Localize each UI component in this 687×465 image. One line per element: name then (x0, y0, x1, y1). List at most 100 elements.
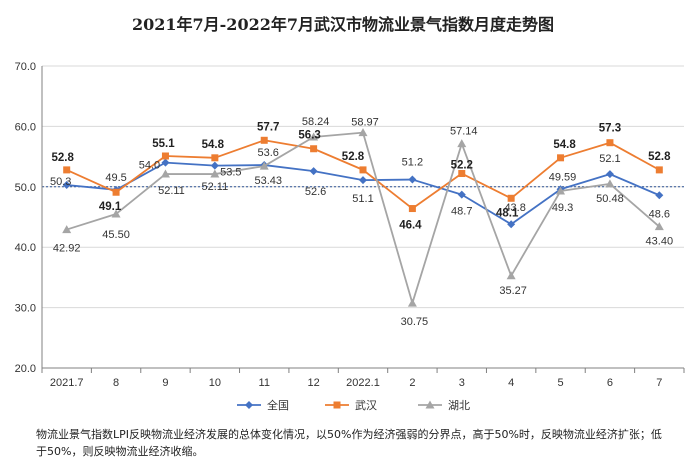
data-point (160, 169, 170, 178)
data-point (606, 139, 614, 147)
data-label: 48.6 (649, 208, 670, 220)
data-label: 52.8 (51, 152, 74, 164)
data-label: 51.1 (352, 193, 373, 205)
data-label: 58.97 (351, 117, 379, 129)
x-tick-label: 7 (656, 377, 662, 389)
data-label: 49.5 (105, 172, 126, 184)
data-point (359, 166, 367, 174)
data-point (259, 161, 269, 170)
y-tick-label: 70.0 (15, 61, 36, 73)
data-label: 48.1 (496, 207, 519, 219)
data-label: 53.5 (220, 167, 241, 179)
data-point (655, 191, 664, 200)
data-point (210, 161, 219, 170)
series-layer (62, 128, 664, 307)
data-label: 48.7 (451, 206, 472, 218)
data-point (605, 179, 615, 188)
x-tick-label: 2 (409, 377, 415, 389)
data-point (407, 298, 417, 307)
data-label: 42.92 (53, 243, 81, 255)
data-label: 52.8 (342, 151, 365, 163)
data-label: 35.27 (499, 285, 527, 297)
data-point (556, 186, 566, 195)
data-point (655, 166, 663, 174)
data-point (457, 190, 466, 199)
x-tick-label: 11 (259, 377, 270, 389)
data-label: 43.8 (504, 202, 525, 214)
data-label: 50.3 (50, 176, 71, 188)
data-point (210, 169, 220, 178)
data-label: 51.2 (402, 157, 423, 169)
data-label: 53.43 (254, 175, 282, 187)
data-point (111, 209, 121, 218)
data-label: 57.3 (599, 123, 621, 135)
y-tick-label: 60.0 (15, 121, 36, 133)
data-point (63, 166, 71, 174)
data-point (161, 152, 169, 160)
x-tick-label: 2022.1 (346, 377, 380, 389)
x-tick-label: 12 (307, 377, 319, 389)
data-point (408, 205, 416, 213)
data-point (557, 154, 565, 162)
chart-title: 2021年7月-2022年7月武汉市物流业景气指数月度走势图 (132, 15, 554, 34)
data-label: 49.1 (99, 201, 122, 213)
data-label: 30.75 (401, 316, 429, 328)
data-point (309, 167, 318, 176)
y-tick-label: 40.0 (15, 242, 36, 254)
data-point (359, 176, 367, 185)
data-label: 57.7 (257, 121, 279, 133)
data-label: 49.59 (549, 171, 577, 183)
data-label: 52.11 (158, 185, 185, 197)
legend-label: 全国 (267, 398, 289, 412)
data-point (506, 271, 516, 280)
legend-marker (425, 400, 435, 409)
data-label: 54.0 (139, 160, 160, 172)
data-point (654, 222, 664, 231)
data-point (211, 154, 219, 162)
legend-marker (333, 401, 341, 409)
legend-label: 湖北 (448, 399, 470, 412)
data-label: 58.24 (302, 116, 330, 128)
data-label: 54.8 (553, 139, 576, 151)
x-tick-label: 4 (508, 377, 514, 389)
data-label: 56.3 (298, 130, 320, 142)
data-label: 52.8 (648, 151, 671, 163)
data-label: 52.11 (201, 181, 228, 193)
legend-label: 武汉 (355, 399, 377, 412)
data-label: 53.6 (258, 147, 279, 159)
data-point (161, 158, 170, 167)
x-tick-label: 2021.7 (50, 377, 84, 389)
legend-marker (245, 401, 253, 409)
data-label: 54.8 (202, 139, 225, 151)
x-tick-label: 9 (162, 377, 168, 389)
data-label: 46.4 (399, 220, 422, 232)
data-point (309, 132, 319, 141)
data-point (310, 145, 318, 153)
data-point (358, 128, 368, 137)
data-label: 52.6 (305, 186, 326, 198)
data-point (112, 188, 120, 196)
legend: 全国 武汉 湖北 (237, 398, 470, 412)
data-label: 50.48 (596, 193, 624, 205)
data-point (62, 225, 72, 234)
x-tick-label: 8 (113, 377, 119, 389)
data-point (62, 180, 71, 189)
data-label: 52.1 (599, 153, 620, 165)
data-label: 49.3 (552, 202, 573, 214)
data-point (458, 170, 466, 178)
axes: 20.0 30.0 40.0 50.0 60.0 70.0 2021.7 8 9 10 11 12 20… (15, 61, 685, 389)
x-tick-label: 5 (557, 377, 563, 389)
y-tick-label: 30.0 (15, 303, 36, 315)
data-point (408, 175, 417, 184)
data-point (507, 194, 515, 202)
data-point (605, 170, 614, 179)
y-tick-label: 50.0 (15, 182, 36, 194)
chart-note: 物流业景气指数LPI反映物流业经济发展的总体变化情况，以50%作为经济强弱的分界… (36, 428, 662, 458)
x-tick-label: 3 (459, 377, 465, 389)
x-tick-label: 10 (209, 377, 221, 389)
data-point (260, 136, 268, 144)
data-point (507, 220, 516, 229)
data-label: 45.50 (102, 229, 130, 241)
data-point (457, 139, 467, 148)
